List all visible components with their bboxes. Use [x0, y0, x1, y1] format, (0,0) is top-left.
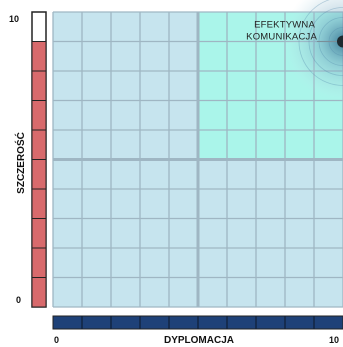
- grid-lines: [52, 11, 343, 308]
- x-scale-bar: [52, 315, 343, 330]
- point-label: EFEKTYWNA KOMUNIKACJA: [246, 20, 317, 43]
- y-axis-title: SZCZEROŚĆ: [14, 132, 27, 194]
- y-scale-segment: [31, 277, 47, 308]
- x-tick-label-right: 10: [329, 335, 339, 345]
- y-scale-segment: [31, 218, 47, 249]
- point-label-line: KOMUNIKACJA: [246, 32, 317, 43]
- y-scale-segment: [31, 159, 47, 190]
- point-label-line: EFEKTYWNA: [254, 20, 315, 31]
- y-scale-segment: [31, 188, 47, 219]
- y-tick-label-top: 10: [9, 14, 19, 24]
- y-scale-bar: [31, 11, 47, 308]
- y-scale-segment: [31, 70, 47, 101]
- data-point: [337, 35, 343, 48]
- x-axis-title: DYPLOMACJA: [164, 335, 234, 346]
- x-tick-label-left: 0: [54, 335, 59, 345]
- point-glow: [283, 0, 343, 102]
- y-scale-segment: [31, 41, 47, 72]
- point-ripple: [298, 0, 343, 86]
- y-scale-segment: [31, 129, 47, 160]
- data-points: EFEKTYWNA KOMUNIKACJA: [246, 0, 343, 102]
- y-scale-segment: [31, 247, 47, 278]
- point-ripple: [308, 7, 343, 76]
- y-scale-segment: [31, 100, 47, 131]
- y-tick-label-bottom: 0: [16, 295, 21, 305]
